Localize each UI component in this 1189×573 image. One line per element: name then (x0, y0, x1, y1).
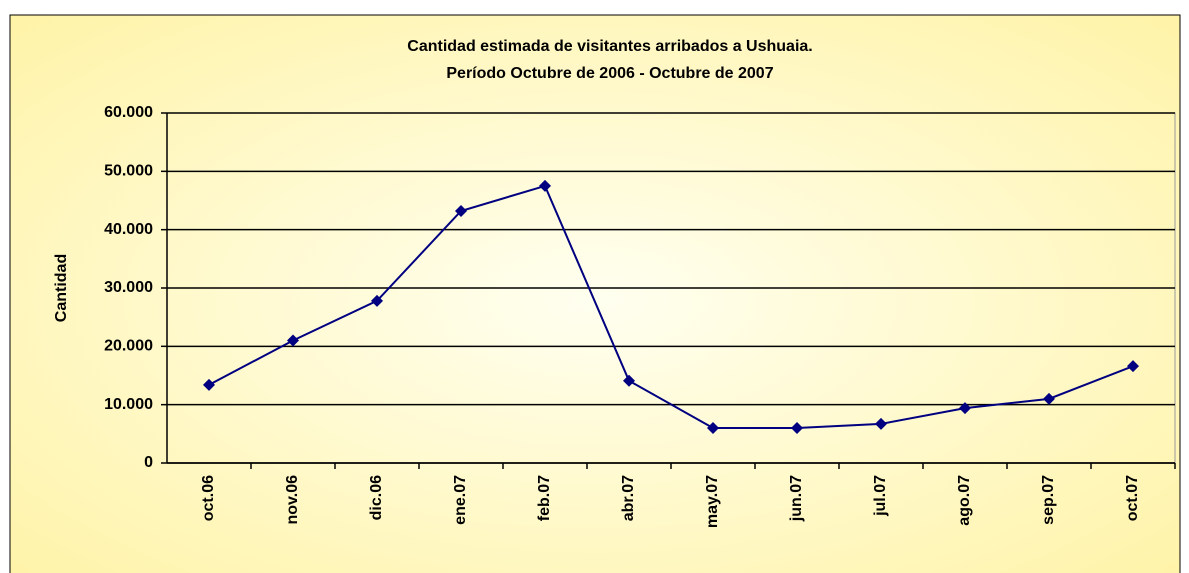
y-tick-label: 0 (144, 454, 153, 471)
x-tick-label: dic.06 (368, 475, 385, 520)
y-tick-label: 60.000 (104, 104, 153, 121)
data-point (959, 402, 971, 415)
data-point (539, 179, 551, 192)
x-tick-label: feb.07 (536, 475, 553, 521)
y-tick-label: 50.000 (104, 163, 153, 180)
data-point (371, 294, 383, 307)
chart-title: Cantidad estimada de visitantes arribado… (407, 38, 812, 55)
data-point (1043, 392, 1055, 405)
x-tick-label: oct.06 (200, 475, 217, 521)
data-point (455, 205, 467, 217)
data-point (1127, 360, 1139, 373)
data-point (287, 334, 299, 347)
data-point (875, 417, 887, 430)
y-tick-label: 10.000 (104, 396, 153, 413)
chart-subtitle: Período Octubre de 2006 - Octubre de 200… (446, 65, 773, 82)
y-tick-label: 30.000 (104, 279, 153, 296)
x-tick-label: abr.07 (620, 475, 637, 521)
data-point (623, 374, 635, 387)
x-tick-label: ago.07 (956, 475, 973, 526)
data-point (707, 422, 719, 434)
x-tick-label: sep.07 (1040, 475, 1057, 525)
x-tick-label: ene.07 (452, 475, 469, 525)
y-axis-label: Cantidad (53, 254, 70, 322)
x-tick-label: jul.07 (872, 475, 889, 517)
chart-frame (9, 14, 1181, 573)
x-tick-label: jun.07 (788, 475, 805, 522)
y-tick-label: 40.000 (104, 221, 153, 238)
x-tick-label: may.07 (704, 475, 721, 528)
x-tick-label: oct.07 (1124, 475, 1141, 521)
y-tick-label: 20.000 (104, 338, 153, 355)
x-tick-label: nov.06 (284, 475, 301, 525)
data-point (791, 422, 803, 434)
data-line (208, 184, 1134, 429)
data-point (203, 378, 215, 391)
